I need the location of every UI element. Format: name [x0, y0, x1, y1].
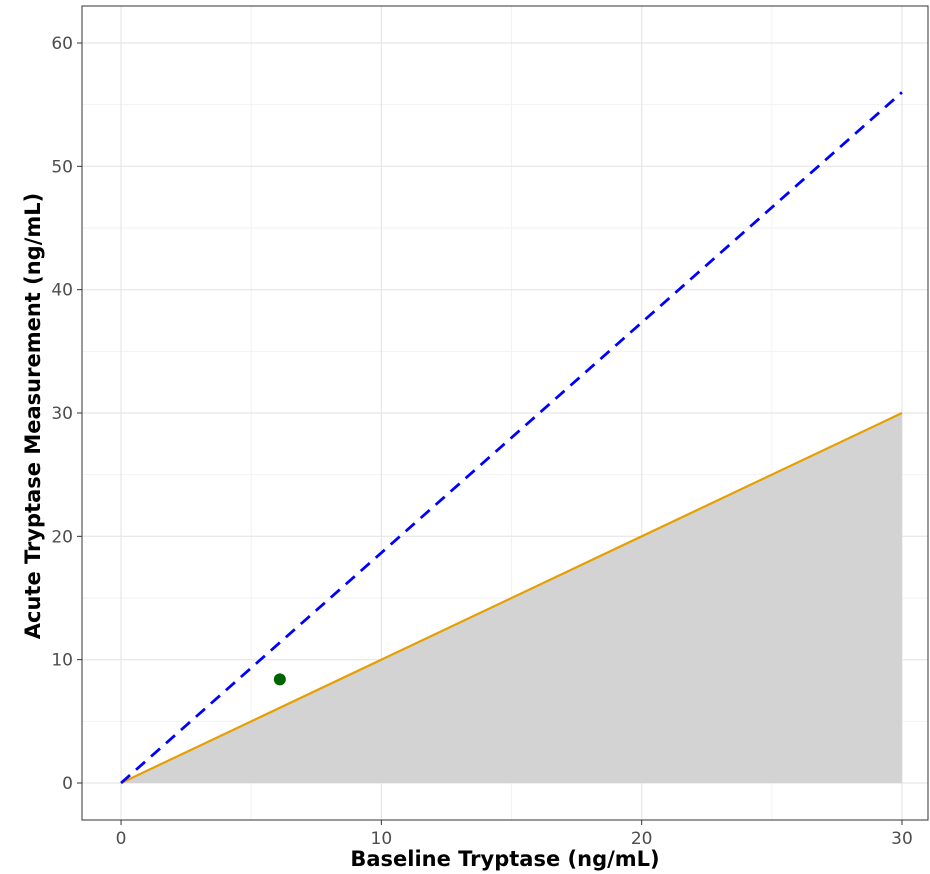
y-tick-label: 40 — [51, 281, 73, 301]
y-tick-label: 10 — [51, 651, 73, 671]
y-tick-label: 60 — [51, 34, 73, 54]
x-tick-label: 0 — [116, 829, 127, 849]
point-layer — [274, 673, 286, 685]
y-axis: 0 10 20 30 40 50 60 — [51, 34, 82, 794]
y-tick-label: 0 — [62, 774, 73, 794]
y-tick-label: 30 — [51, 404, 73, 424]
x-axis: 0 10 20 30 — [116, 820, 913, 849]
x-tick-label: 10 — [371, 829, 393, 849]
data-point — [274, 673, 286, 685]
x-tick-label: 20 — [631, 829, 653, 849]
x-tick-label: 30 — [891, 829, 913, 849]
x-axis-title: Baseline Tryptase (ng/mL) — [350, 847, 659, 871]
y-tick-label: 20 — [51, 527, 73, 547]
y-axis-title: Acute Tryptase Measurement (ng/mL) — [21, 193, 45, 640]
y-tick-label: 50 — [51, 157, 73, 177]
